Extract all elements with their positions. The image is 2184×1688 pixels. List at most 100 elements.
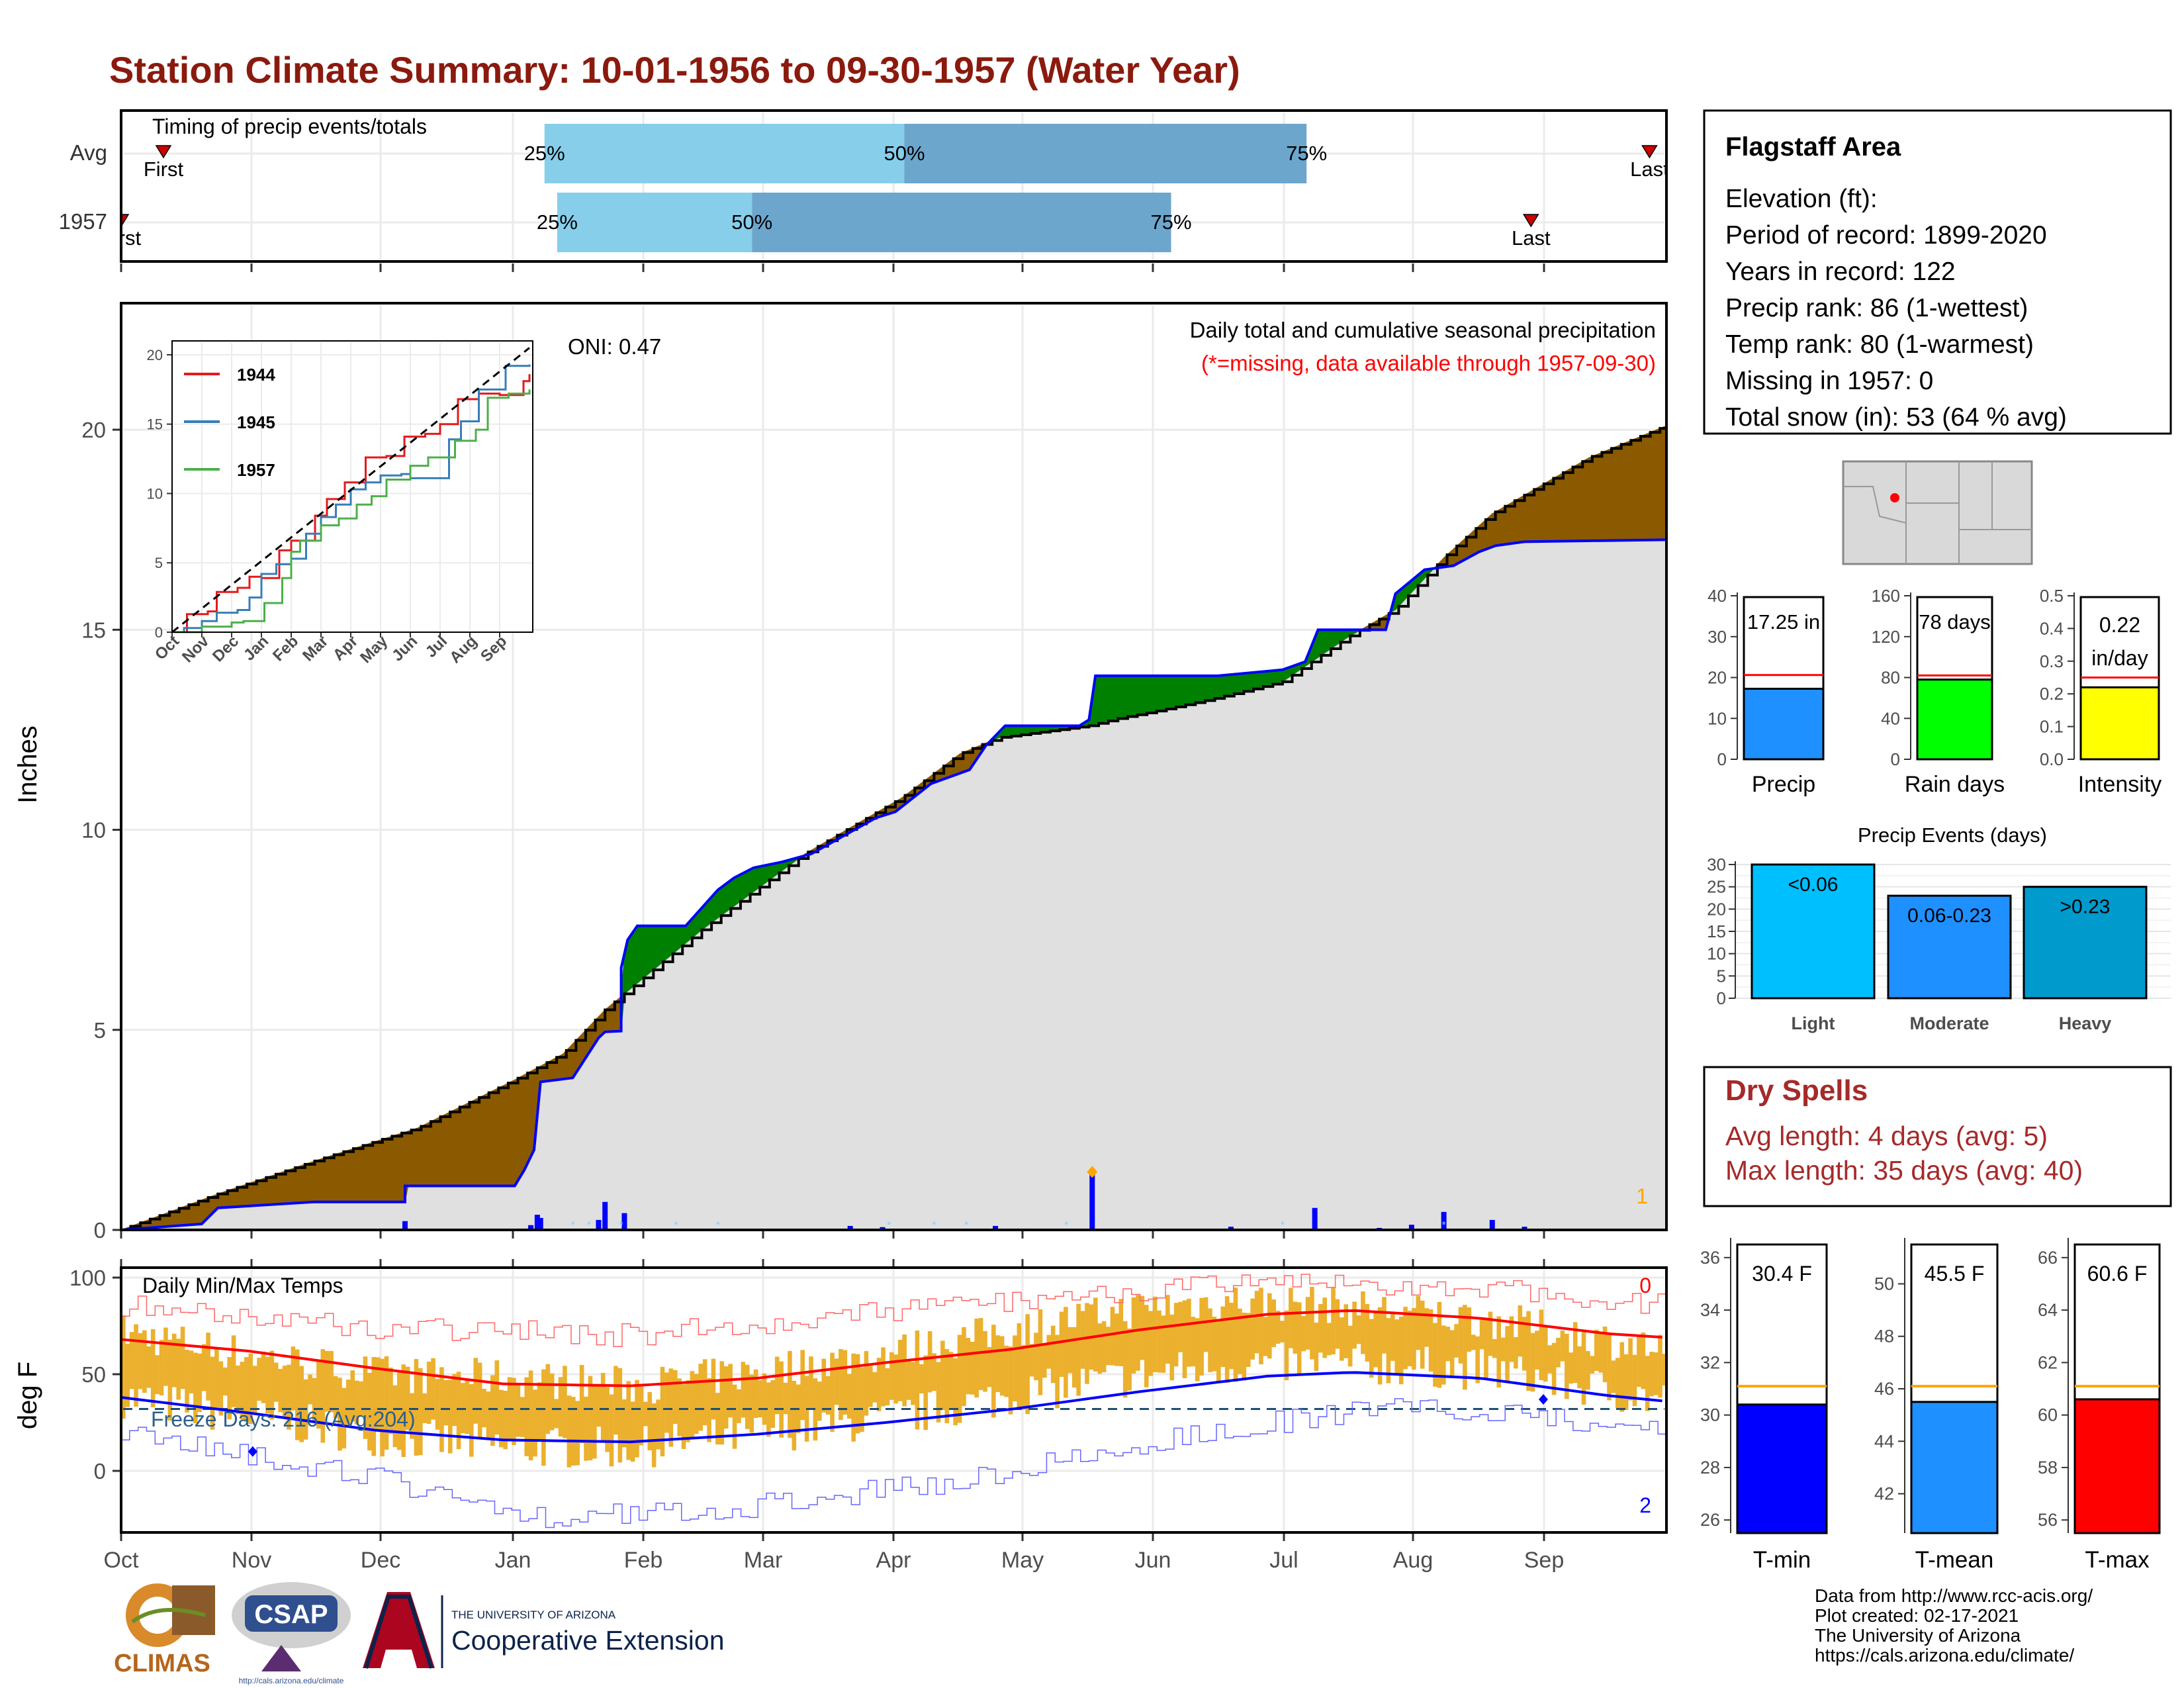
timing-quartile-label: 75%	[1150, 211, 1191, 234]
snow-marker: *	[587, 1220, 591, 1231]
daily-precip-bar	[1228, 1227, 1234, 1230]
deficit-area	[1598, 451, 1603, 541]
daily-temp-bar	[1122, 1321, 1128, 1398]
daily-temp-bar	[1412, 1307, 1416, 1370]
daily-temp-bar	[732, 1384, 737, 1449]
summary-bar-rain-days	[1916, 679, 1993, 761]
daily-temp-bar	[1607, 1333, 1612, 1401]
daily-temp-bar	[295, 1349, 300, 1440]
deficit-area	[1595, 453, 1600, 541]
station-info-line: Missing in 1957: 0	[1725, 367, 1933, 395]
surplus-area	[1108, 675, 1113, 722]
daily-temp-bar	[970, 1341, 975, 1395]
temperature-panel: 0 50 100 deg F Daily Min/Max Temps Freeze …	[13, 1259, 1668, 1573]
daily-temp-bar	[745, 1364, 750, 1429]
daily-temp-bar	[1556, 1337, 1561, 1368]
daily-temp-bar	[855, 1354, 860, 1434]
daily-temp-bar	[766, 1382, 771, 1437]
surplus-area	[1124, 675, 1128, 718]
surplus-area	[666, 925, 670, 961]
daily-temp-bar	[788, 1350, 792, 1438]
month-label-sep: Sep	[1524, 1548, 1565, 1573]
daily-temp-bar	[1628, 1338, 1633, 1401]
summary-bar-tick: 160	[1872, 586, 1900, 606]
deficit-area	[1614, 445, 1619, 541]
temp-bar-tick: 32	[1700, 1352, 1720, 1372]
daily-temp-bar	[630, 1401, 635, 1462]
deficit-area	[398, 1132, 402, 1203]
daily-temp-bar	[1496, 1316, 1502, 1388]
daily-temp-bar	[414, 1359, 419, 1456]
surplus-area	[1165, 675, 1170, 710]
daily-temp-bar	[1013, 1335, 1017, 1401]
daily-temp-bar	[1637, 1336, 1641, 1387]
temp-bar-tick: 36	[1700, 1248, 1720, 1268]
summary-bar-tick: 0.1	[2040, 717, 2064, 737]
daily-temp-bar	[991, 1325, 996, 1418]
daily-temp-bar	[660, 1366, 665, 1457]
deficit-area	[349, 1148, 354, 1203]
surplus-area	[643, 925, 648, 979]
daily-temp-bar	[1343, 1304, 1349, 1358]
temp-bar-value: 30.4 F	[1752, 1262, 1812, 1286]
daily-temp-bar	[1662, 1354, 1667, 1386]
daily-temp-bar	[350, 1370, 355, 1422]
event-bar-moderate	[1887, 894, 2012, 1000]
deficit-area	[1640, 434, 1645, 541]
surplus-area	[1320, 629, 1325, 656]
deficit-area	[420, 1124, 425, 1187]
snow-marker: *	[887, 1220, 891, 1231]
oni-label: ONI: 0.47	[568, 334, 661, 359]
deficit-area	[1572, 464, 1577, 541]
surplus-area	[747, 868, 751, 898]
daily-temp-bar	[672, 1370, 678, 1425]
deficit-area	[1647, 432, 1651, 541]
daily-temp-bar	[189, 1350, 194, 1393]
daily-temp-bar	[218, 1361, 224, 1416]
daily-temp-bar	[1632, 1354, 1637, 1407]
surplus-area	[1134, 675, 1138, 716]
summary-bar-tick: 0.4	[2040, 618, 2064, 638]
daily-temp-bar	[1653, 1352, 1659, 1395]
deficit-area	[343, 1150, 347, 1203]
credit-line: Plot created: 02-17-2021	[1815, 1605, 2019, 1626]
daily-temp-bar	[999, 1336, 1005, 1396]
deficit-area	[327, 1155, 332, 1203]
daily-temp-bar	[269, 1350, 275, 1420]
last-event-label: Last	[1512, 226, 1551, 250]
deficit-area	[382, 1137, 387, 1203]
deficit-area	[340, 1151, 344, 1203]
daily-temp-bar	[1271, 1299, 1277, 1347]
daily-temp-bar	[324, 1350, 330, 1412]
deficit-area	[501, 1084, 506, 1187]
daily-temp-bar	[1373, 1312, 1378, 1368]
deficit-area	[375, 1139, 380, 1203]
daily-temp-bar	[741, 1362, 746, 1418]
temp-bar-tick: 46	[1874, 1379, 1894, 1399]
daily-temp-bar	[516, 1383, 521, 1437]
surplus-area	[1269, 670, 1273, 686]
deficit-area	[527, 1070, 531, 1164]
daily-temp-bar	[719, 1361, 725, 1445]
summary-bar-tick: 0.2	[2040, 684, 2064, 704]
month-label-aug: Aug	[1393, 1548, 1433, 1573]
deficit-area	[1537, 485, 1541, 542]
surplus-area	[717, 886, 722, 919]
deficit-area	[269, 1174, 273, 1205]
daily-temp-bar	[222, 1367, 228, 1396]
last-event-marker	[1522, 214, 1539, 228]
station-info-line: Total snow (in): 53 (64 % avg)	[1725, 403, 2067, 432]
daily-temp-bar	[1335, 1299, 1340, 1349]
daily-temp-bar	[1611, 1360, 1616, 1393]
max-precip-marker	[1087, 1166, 1098, 1178]
surplus-area	[1101, 675, 1106, 724]
daily-temp-bar	[1347, 1325, 1353, 1367]
summary-bar-tick: 40	[1881, 708, 1900, 728]
daily-temp-bar	[193, 1352, 198, 1423]
temp-y-tick-label: 100	[69, 1266, 106, 1290]
precip-y-tick-label: 5	[94, 1018, 106, 1043]
surplus-area	[772, 863, 777, 878]
